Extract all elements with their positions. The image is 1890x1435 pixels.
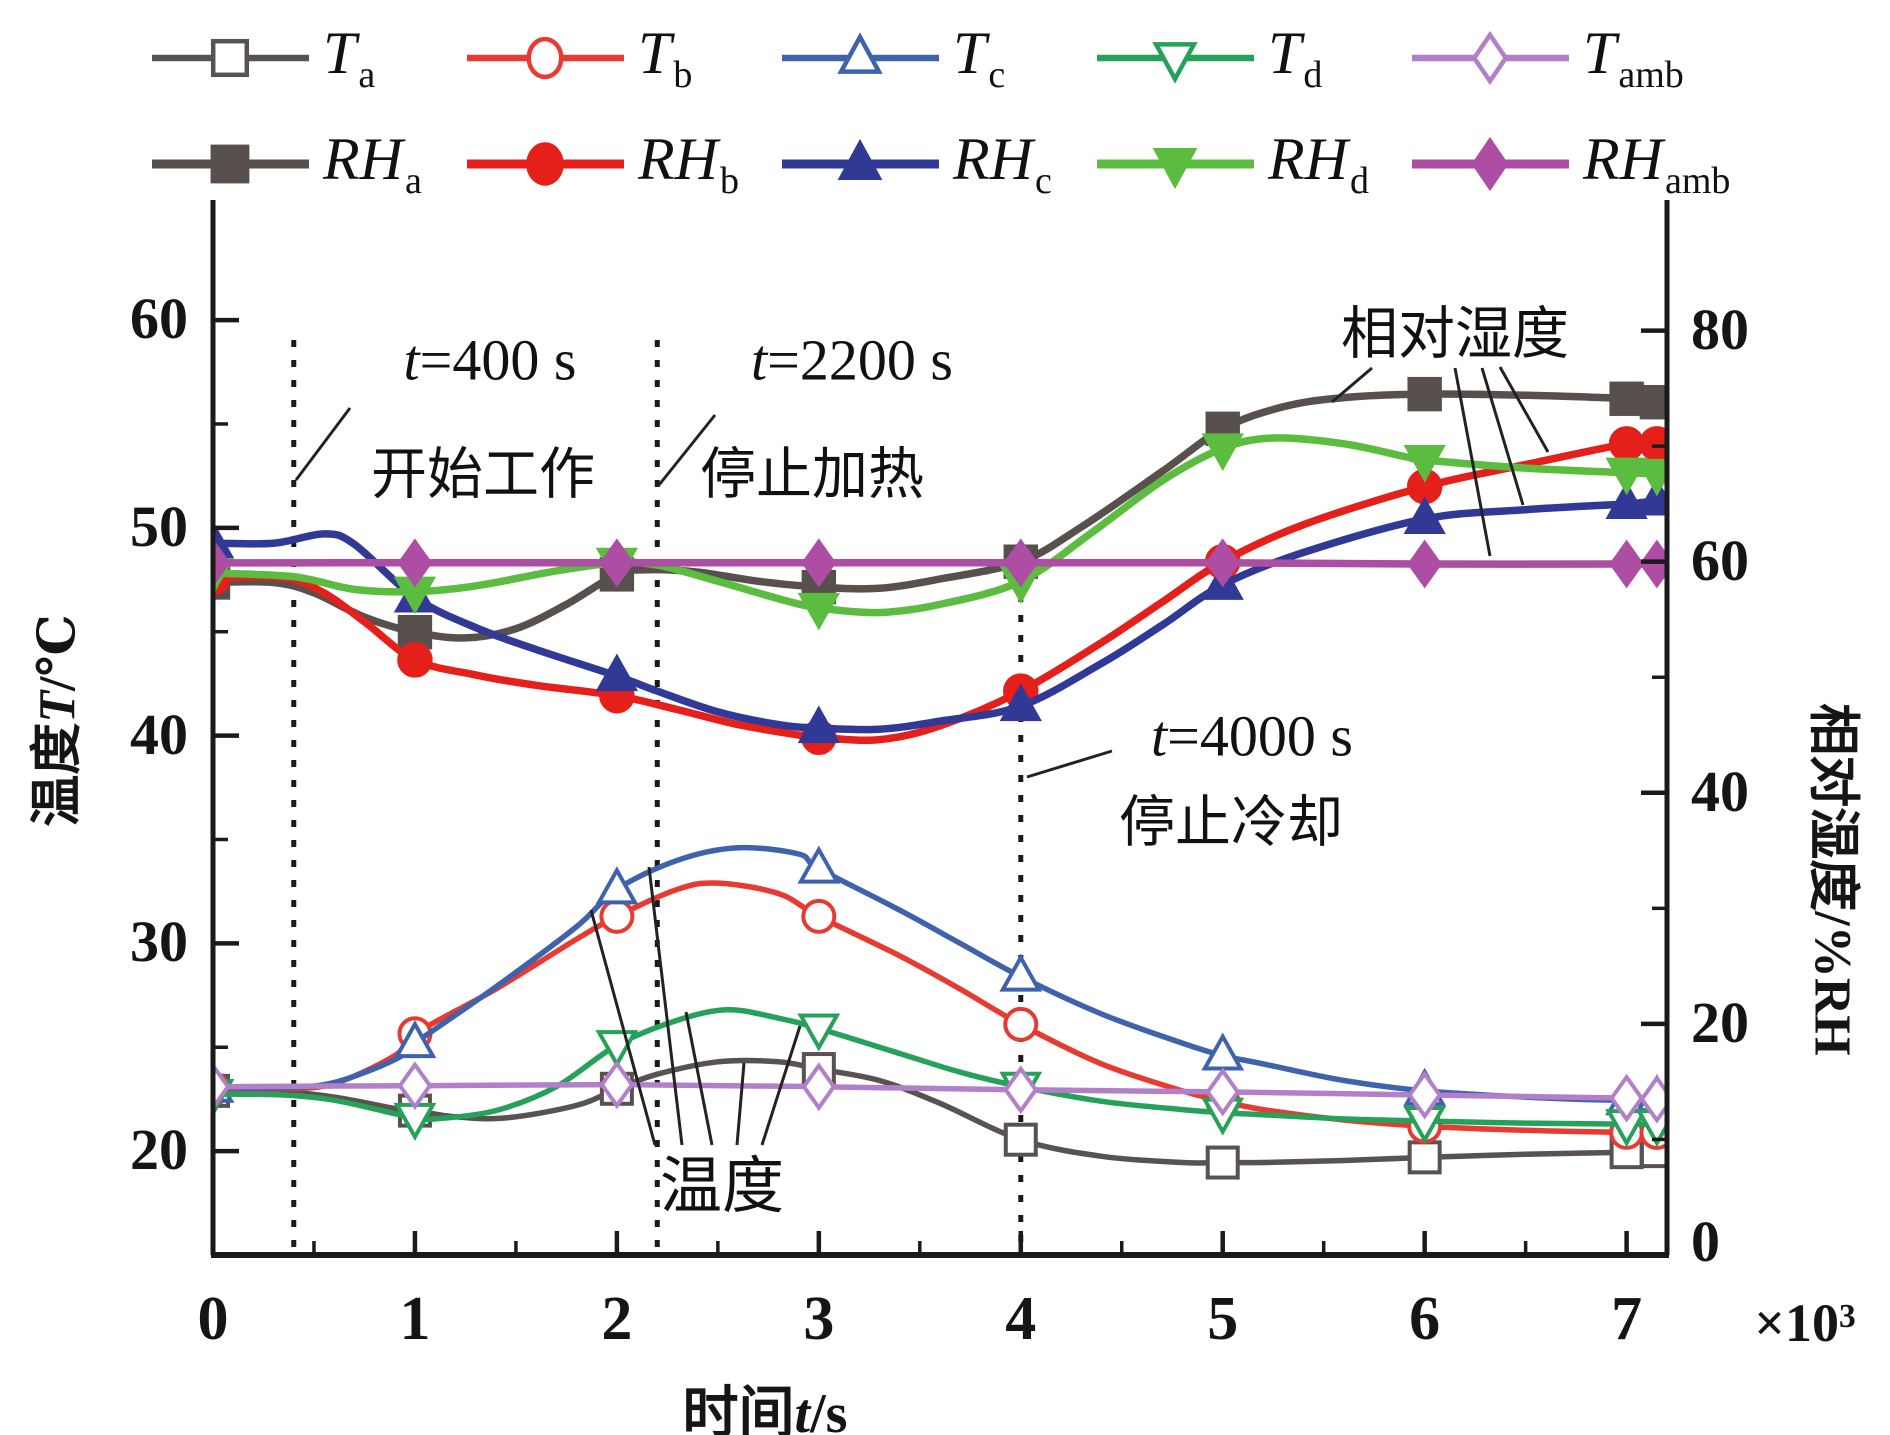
y-right-tick-label-40: 40 [1691, 758, 1749, 824]
series-RHamb [213, 538, 1667, 589]
RHd-legend-marker [1152, 148, 1198, 190]
y-right-tick-label-0: 0 [1691, 1209, 1720, 1274]
RHb-legend-marker [526, 142, 564, 186]
legend-label-RHb: RHb [638, 125, 739, 202]
annotation-stop-cool-line2: 停止冷却 [1119, 792, 1343, 855]
series-Tamb-curve [213, 1081, 1658, 1102]
y-left-tick-label-40: 40 [130, 701, 188, 767]
legend-item-RHd: RHd [1093, 126, 1369, 202]
legend-item-RHc: RHc [778, 126, 1052, 202]
annotation-start-work-line2: 开始工作 [371, 444, 595, 507]
x-tick-label-0: 0 [197, 1285, 229, 1353]
legend-item-Tamb: Tamb [1408, 20, 1684, 96]
bottom-axis-title: 时间t/s [682, 1383, 848, 1435]
series-Tamb [213, 1060, 1667, 1124]
legend-label-Ta: Ta [323, 19, 376, 96]
leader-line-rh-callout [1498, 366, 1550, 453]
leader-line-stop-cool [1026, 749, 1113, 779]
y-right-tick-label-20: 20 [1691, 989, 1749, 1055]
y-left-tick-label-30: 30 [130, 909, 188, 975]
RHamb-legend-marker [1471, 136, 1509, 192]
Tc-legend-key-icon [782, 32, 939, 74]
Td-legend-key-icon [1097, 42, 1254, 84]
legend-item-RHa: RHa [148, 126, 422, 202]
x-tick-label-3: 3 [803, 1285, 835, 1353]
y-left-tick-label-20: 20 [130, 1117, 188, 1183]
RHb-legend-key-icon [467, 142, 624, 186]
x-tick-label-2: 2 [601, 1285, 633, 1353]
legend-label-RHd: RHd [1268, 125, 1369, 202]
Tb-legend-key-icon [467, 36, 624, 80]
right-axis-title: 相对湿度/%RH [1803, 703, 1861, 1056]
Tamb-legend-marker [1471, 30, 1509, 86]
Td-legend-marker [1152, 42, 1198, 84]
legend-label-Tc: Tc [953, 19, 1006, 96]
leader-line-rh-callout [1331, 366, 1373, 404]
y-right-tick-label-80: 80 [1691, 296, 1749, 362]
Ta-legend-marker [210, 38, 250, 78]
RHc-legend-key-icon [782, 138, 939, 180]
legend-label-Tb: Tb [638, 19, 693, 96]
legend-label-RHc: RHc [953, 125, 1052, 202]
annotation-rh-callout-line1: 相对湿度 [1341, 303, 1569, 366]
x-tick-label-7: 7 [1611, 1285, 1643, 1353]
leader-line-temp-callout [647, 866, 684, 1146]
x-tick-label-6: 6 [1409, 1285, 1441, 1353]
RHc-legend-marker [837, 138, 883, 180]
RHamb-legend-key-icon [1412, 136, 1569, 192]
legend-label-Td: Td [1268, 19, 1323, 96]
RHa-legend-marker [210, 144, 250, 184]
legend-label-RHa: RHa [323, 125, 422, 202]
y-right-tick-label-60: 60 [1691, 527, 1749, 593]
leader-line-temp-callout [760, 1025, 802, 1146]
RHa-legend-key-icon [152, 144, 309, 184]
annotation-stop-cool-line1: t=4000 s [1151, 703, 1353, 769]
y-left-tick-label-50: 50 [130, 493, 188, 559]
Ta-legend-key-icon [152, 38, 309, 78]
series-RHamb-curve [213, 558, 1657, 568]
legend-item-RHamb: RHamb [1408, 126, 1730, 202]
legend-label-RHamb: RHamb [1583, 125, 1731, 202]
annotation-temp-callout-line1: 温度 [659, 1153, 785, 1221]
leader-line-rh-callout [1453, 367, 1492, 557]
RHd-legend-key-icon [1097, 148, 1254, 190]
Tamb-legend-key-icon [1412, 30, 1569, 86]
x-tick-label-5: 5 [1207, 1285, 1239, 1353]
Tc-legend-marker [837, 32, 883, 74]
x-tick-label-4: 4 [1005, 1285, 1037, 1353]
series-layer [213, 376, 1667, 1180]
annotation-stop-heat-line2: 停止加热 [700, 444, 924, 507]
x-tick-label-1: 1 [399, 1285, 431, 1353]
leader-line-rh-callout [1480, 367, 1525, 506]
legend-item-Td: Td [1093, 20, 1322, 96]
annotation-start-work-line1: t=400 s [403, 327, 577, 393]
leader-line-stop-heat [657, 414, 717, 486]
leader-line-start-work [294, 407, 352, 481]
legend-item-Tc: Tc [778, 20, 1005, 96]
legend-label-Tamb: Tamb [1583, 19, 1684, 96]
Tb-legend-marker [526, 36, 564, 80]
series-RHd [213, 433, 1667, 631]
leader-line-temp-callout [684, 1011, 714, 1146]
leader-line-temp-callout [589, 909, 657, 1146]
legend-item-Ta: Ta [148, 20, 375, 96]
legend-item-Tb: Tb [463, 20, 692, 96]
leader-line-temp-callout [735, 1062, 746, 1146]
x-axis-multiplier: ×103 [1754, 1293, 1856, 1353]
legend-item-RHb: RHb [463, 126, 739, 202]
annotation-stop-heat-line1: t=2200 s [751, 327, 953, 393]
y-left-tick-label-60: 60 [130, 286, 188, 352]
